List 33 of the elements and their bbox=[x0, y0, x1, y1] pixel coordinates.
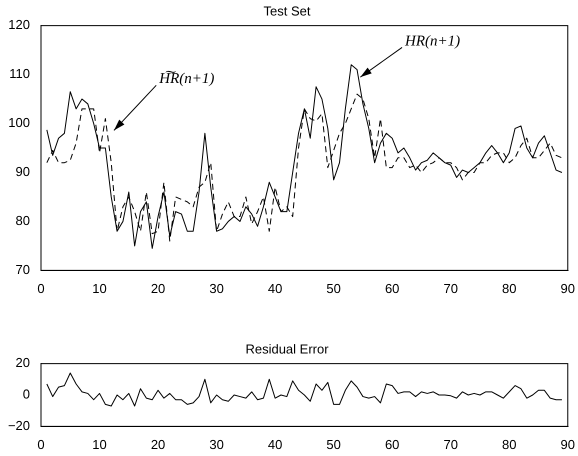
x-tick-label: 90 bbox=[560, 436, 576, 452]
annotation: HR(n+1) bbox=[404, 33, 460, 50]
y-tick-label: −20 bbox=[8, 418, 30, 433]
x-tick-label: 50 bbox=[326, 436, 341, 452]
x-tick-label: 10 bbox=[92, 436, 107, 452]
x-tick-label: 60 bbox=[384, 436, 400, 452]
x-tick-label: 70 bbox=[443, 280, 458, 296]
y-tick-label: 100 bbox=[8, 115, 30, 130]
x-tick-label: 0 bbox=[37, 436, 45, 452]
x-tick-label: 10 bbox=[92, 280, 107, 296]
x-tick-label: 50 bbox=[326, 280, 341, 296]
x-tick-label: 60 bbox=[384, 280, 400, 296]
x-tick-label: 80 bbox=[502, 436, 516, 452]
x-tick-label: 30 bbox=[209, 436, 224, 452]
y-tick-label: 20 bbox=[16, 355, 30, 370]
chart-title: Test Set bbox=[264, 3, 311, 18]
x-tick-label: 40 bbox=[268, 280, 282, 296]
x-tick-label: 30 bbox=[209, 280, 224, 296]
x-tick-label: 40 bbox=[268, 436, 282, 452]
y-tick-label: 120 bbox=[8, 17, 30, 32]
x-tick-label: 20 bbox=[150, 280, 166, 296]
y-tick-label: 110 bbox=[9, 66, 30, 82]
y-tick-label: 80 bbox=[16, 213, 30, 228]
y-tick-label: 0 bbox=[22, 386, 30, 402]
x-tick-label: 80 bbox=[502, 280, 516, 296]
x-tick-label: 0 bbox=[37, 280, 45, 296]
x-tick-label: 90 bbox=[560, 280, 576, 296]
x-tick-label: 20 bbox=[150, 436, 166, 452]
y-tick-label: 90 bbox=[16, 164, 30, 180]
chart-title: Residual Error bbox=[245, 341, 330, 356]
x-tick-label: 70 bbox=[443, 436, 458, 452]
y-tick-label: 70 bbox=[16, 262, 30, 277]
annotation: H͠R(n+1) bbox=[158, 70, 214, 88]
